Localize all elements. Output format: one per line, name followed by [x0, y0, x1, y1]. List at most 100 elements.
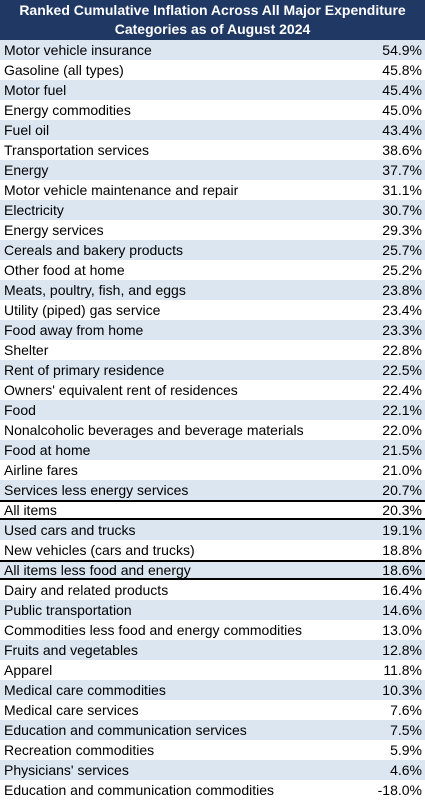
category-name: Owners' equivalent rent of residences [4, 382, 238, 398]
table-row: Motor vehicle maintenance and repair 31.1… [0, 180, 425, 200]
category-name: Other food at home [4, 262, 125, 278]
inflation-value: 18.8% [382, 542, 422, 558]
table-row: New vehicles (cars and trucks) 18.8% [0, 540, 425, 560]
category-name: Electricity [4, 202, 64, 218]
table-row: Meats, poultry, fish, and eggs 23.8% [0, 280, 425, 300]
table-row: Airline fares 21.0% [0, 460, 425, 480]
table-row: Motor vehicle insurance 54.9% [0, 40, 425, 60]
inflation-value: 4.6% [390, 762, 422, 778]
table-row: Energy commodities 45.0% [0, 100, 425, 120]
category-name: Services less energy services [4, 482, 189, 498]
inflation-value: 11.8% [383, 662, 422, 678]
table-row: Public transportation 14.6% [0, 600, 425, 620]
inflation-value: 21.0% [382, 462, 422, 478]
inflation-value: 5.9% [390, 742, 422, 758]
category-name: Food away from home [4, 322, 144, 338]
inflation-value: 16.4% [382, 582, 422, 598]
category-name: Used cars and trucks [4, 522, 136, 538]
inflation-value: 22.0% [382, 422, 422, 438]
category-name: Medical care services [4, 702, 139, 718]
table-row: Gasoline (all types) 45.8% [0, 60, 425, 80]
inflation-value: 22.1% [382, 402, 422, 418]
inflation-value: 31.1% [382, 182, 422, 198]
inflation-value: 23.3% [382, 322, 422, 338]
table-row: Recreation commodities 5.9% [0, 740, 425, 760]
table-row: Owners' equivalent rent of residences 22.… [0, 380, 425, 400]
category-name: Energy services [4, 222, 104, 238]
inflation-value: 38.6% [382, 142, 422, 158]
table-row: Electricity 30.7% [0, 200, 425, 220]
category-name: Fuel oil [4, 122, 50, 138]
inflation-value: 45.4% [382, 82, 422, 98]
category-name: Commodities less food and energy commodi… [4, 622, 303, 638]
inflation-value: 22.8% [382, 342, 422, 358]
inflation-value: 43.4% [382, 122, 422, 138]
inflation-value: 30.7% [382, 202, 422, 218]
table-row: Nonalcoholic beverages and beverage mate… [0, 420, 425, 440]
inflation-value: 21.5% [382, 442, 422, 458]
category-name: Motor vehicle insurance [4, 42, 152, 58]
category-name: All items less food and energy [4, 562, 191, 578]
inflation-value: 19.1% [382, 522, 422, 538]
inflation-value: 20.3% [382, 502, 422, 518]
category-name: Gasoline (all types) [4, 62, 124, 78]
table-row: Medical care commodities 10.3% [0, 680, 425, 700]
table-row: Transportation services 38.6% [0, 140, 425, 160]
inflation-value: -18.0% [377, 782, 422, 798]
table-header: Ranked Cumulative Inflation Across All M… [0, 0, 425, 40]
table-row: Cereals and bakery products 25.7% [0, 240, 425, 260]
table-row: Food away from home 23.3% [0, 320, 425, 340]
title-line: Ranked Cumulative Inflation Across All M… [19, 2, 406, 18]
category-name: Rent of primary residence [4, 362, 165, 378]
inflation-value: 29.3% [382, 222, 422, 238]
category-name: Recreation commodities [4, 742, 155, 758]
table-row: Apparel 11.8% [0, 660, 425, 680]
table-row: Motor fuel 45.4% [0, 80, 425, 100]
category-name: Utility (piped) gas service [4, 302, 161, 318]
category-name: Apparel [4, 662, 53, 678]
table-row: Energy services 29.3% [0, 220, 425, 240]
table-row: Commodities less food and energy commodi… [0, 620, 425, 640]
inflation-value: 45.8% [382, 62, 422, 78]
category-name: Energy [4, 162, 49, 178]
inflation-value: 25.2% [382, 262, 422, 278]
table-row: Food 22.1% [0, 400, 425, 420]
table-row: Used cars and trucks 19.1% [0, 520, 425, 540]
category-name: Airline fares [4, 462, 78, 478]
category-name: Meats, poultry, fish, and eggs [4, 282, 186, 298]
category-name: Energy commodities [4, 102, 131, 118]
category-name: Education and communication services [4, 722, 247, 738]
category-name: Cereals and bakery products [4, 242, 183, 258]
inflation-value: 45.0% [382, 102, 422, 118]
inflation-value: 23.8% [382, 282, 422, 298]
category-name: Dairy and related products [4, 582, 169, 598]
category-name: Public transportation [4, 602, 132, 618]
table-row: All items 20.3% [0, 500, 425, 520]
inflation-value: 22.5% [382, 362, 422, 378]
category-name: Transportation services [4, 142, 149, 158]
table-row: Dairy and related products 16.4% [0, 580, 425, 600]
inflation-value: 37.7% [382, 162, 422, 178]
inflation-value: 12.8% [382, 642, 422, 658]
category-name: All items [4, 502, 57, 518]
table-row: Services less energy services 20.7% [0, 480, 425, 500]
table-row: Physicians' services 4.6% [0, 760, 425, 780]
category-name: Shelter [4, 342, 49, 358]
category-name: Nonalcoholic beverages and beverage mate… [4, 422, 304, 438]
table-body: Motor vehicle insurance 54.9% Gasoline (al… [0, 40, 425, 800]
title-line: Categories as of August 2024 [114, 21, 311, 37]
inflation-value: 13.0% [382, 622, 422, 638]
category-name: Motor vehicle maintenance and repair [4, 182, 239, 198]
inflation-value: 54.9% [382, 42, 422, 58]
table-row: Shelter 22.8% [0, 340, 425, 360]
inflation-value: 7.6% [390, 702, 422, 718]
category-name: Motor fuel [4, 82, 67, 98]
inflation-value: 22.4% [382, 382, 422, 398]
category-name: Food [4, 402, 36, 418]
inflation-value: 14.6% [382, 602, 422, 618]
inflation-value: 23.4% [382, 302, 422, 318]
table-row: Food at home 21.5% [0, 440, 425, 460]
table-row: Utility (piped) gas service 23.4% [0, 300, 425, 320]
inflation-value: 18.6% [382, 562, 422, 578]
